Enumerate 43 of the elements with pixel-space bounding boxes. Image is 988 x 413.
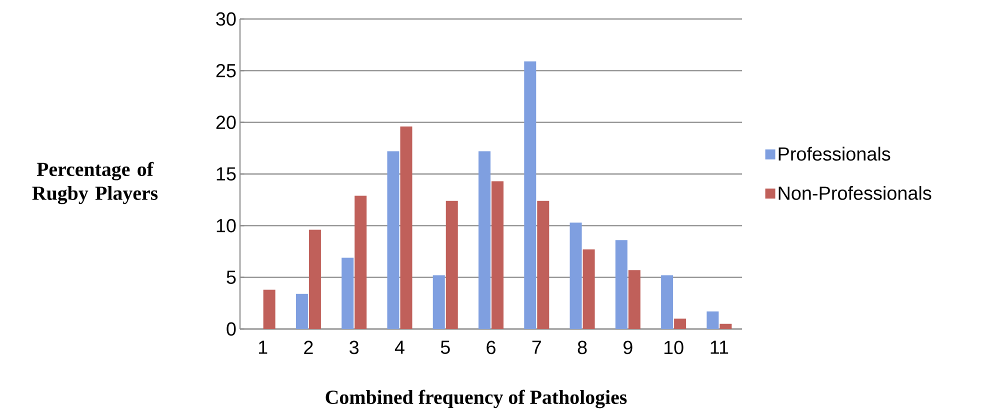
- x-tick-label: 4: [394, 340, 404, 354]
- bar: [478, 151, 491, 329]
- x-tick-label: 10: [664, 340, 684, 354]
- bar: [661, 275, 674, 329]
- x-tick-label: 8: [578, 340, 587, 354]
- x-tick-label: 7: [532, 340, 541, 354]
- x-tick-label: 9: [624, 340, 632, 354]
- bar: [492, 181, 504, 329]
- x-tick-label: 11: [710, 340, 728, 354]
- bar: [537, 200, 550, 329]
- y-tick-label: 15: [216, 167, 236, 181]
- x-axis-title: Combined frequency of Pathologies: [326, 390, 627, 408]
- y-tick-label: 5: [226, 270, 236, 284]
- bar: [354, 196, 367, 329]
- x-tick-label: 6: [486, 340, 496, 354]
- bar: [263, 290, 276, 329]
- bar: [582, 249, 595, 329]
- y-tick-label: 0: [226, 322, 236, 336]
- y-tick-label: 10: [216, 218, 236, 232]
- bar: [296, 294, 308, 329]
- bar: [615, 240, 628, 329]
- x-tick-label: 3: [350, 340, 359, 354]
- bar: [308, 230, 321, 329]
- bar: [570, 222, 582, 329]
- bar: [720, 324, 732, 329]
- x-tick-label: 1: [259, 340, 268, 354]
- bar: [524, 61, 536, 329]
- y-tick-label: 30: [216, 12, 236, 26]
- bar: [432, 275, 445, 329]
- x-tick-label: 2: [304, 340, 313, 354]
- bar: [628, 270, 640, 329]
- bar: [387, 151, 400, 329]
- bar: [706, 311, 719, 329]
- legend-label: Professionals: [778, 146, 890, 161]
- y-axis-title: Percentage of Rugby Players: [32, 162, 158, 204]
- legend-label: Non-Professionals: [778, 186, 932, 200]
- bar: [674, 318, 686, 329]
- x-tick-label: 5: [440, 340, 450, 354]
- y-tick-label: 20: [216, 116, 236, 130]
- bar: [342, 258, 354, 329]
- bar: [400, 126, 412, 329]
- bar: [446, 200, 458, 329]
- y-tick-label: 25: [216, 64, 236, 78]
